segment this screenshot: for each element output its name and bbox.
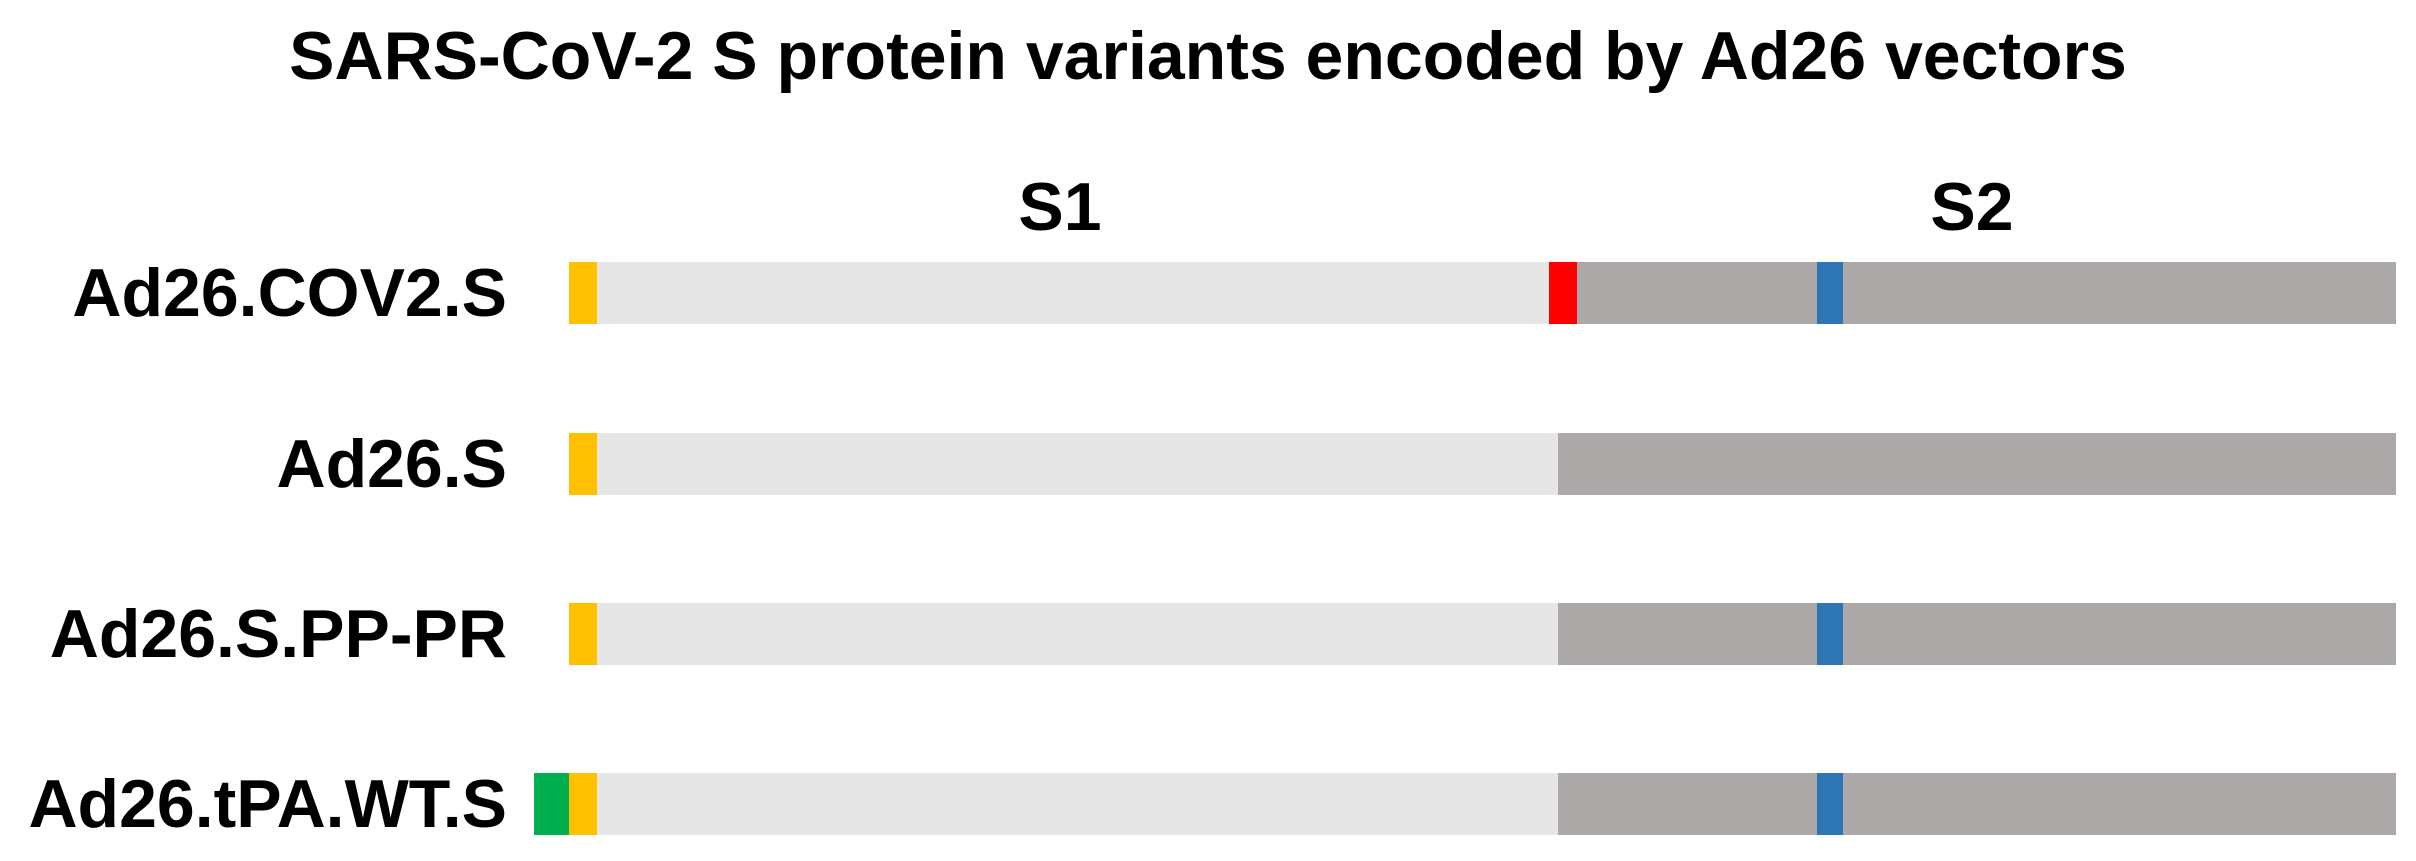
segment-green-marker (534, 773, 569, 835)
construct-label: Ad26.S.PP-PR (49, 596, 507, 672)
construct-label: Ad26.tPA.WT.S (28, 766, 507, 842)
segment-yellow-marker (569, 773, 597, 835)
s2-region-label: S2 (1930, 169, 2014, 245)
segment-blue-marker (1817, 603, 1843, 665)
segment-s1-region (597, 603, 1558, 665)
segment-blue-marker (1817, 773, 1843, 835)
segment-s1-region (597, 262, 1549, 324)
segment-s2-region (1558, 603, 1817, 665)
figure-title: SARS-CoV-2 S protein variants encoded by… (289, 18, 2127, 94)
segment-blue-marker (1817, 262, 1843, 324)
segment-s2-region (1558, 433, 2396, 495)
segment-s2-region (1843, 603, 2396, 665)
segment-s2-region (1843, 773, 2396, 835)
segment-yellow-marker (569, 262, 597, 324)
s1-region-label: S1 (1018, 169, 1102, 245)
segment-yellow-marker (569, 603, 597, 665)
segment-s1-region (597, 773, 1558, 835)
segment-red-marker (1549, 262, 1577, 324)
segment-yellow-marker (569, 433, 597, 495)
construct-label: Ad26.COV2.S (72, 255, 507, 331)
segment-s2-region (1577, 262, 1817, 324)
construct-label: Ad26.S (276, 426, 507, 502)
segment-s2-region (1558, 773, 1817, 835)
segment-s2-region (1843, 262, 2396, 324)
segment-s1-region (597, 433, 1558, 495)
